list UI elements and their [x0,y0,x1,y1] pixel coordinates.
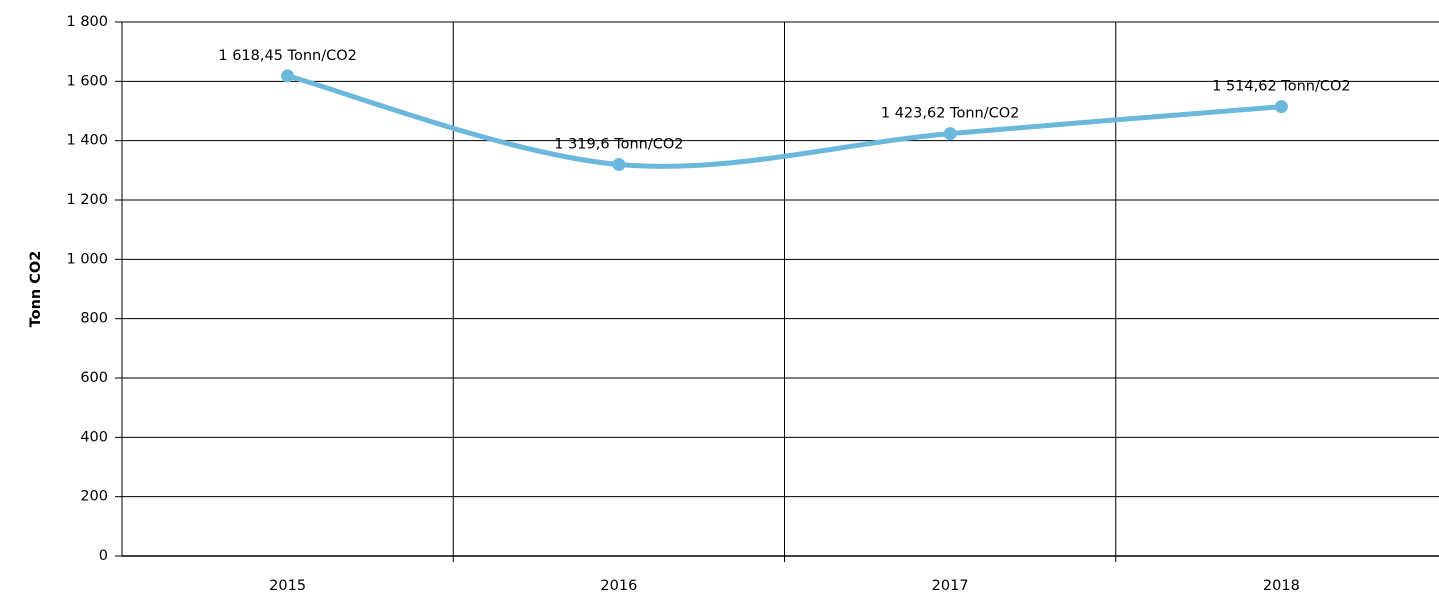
data-label: 1 319,6 Tonn/CO2 [554,137,683,153]
y-tick-label: 400 [80,429,108,445]
y-tick-label: 1 600 [66,73,108,89]
x-tick-label: 2016 [600,578,637,594]
x-tick-label: 2017 [932,578,969,594]
x-tick-label: 2018 [1263,578,1300,594]
y-tick-label: 1 800 [66,14,108,30]
data-label: 1 618,45 Tonn/CO2 [218,48,356,64]
y-axis-title: Tonn CO2 [28,251,44,328]
line [285,73,1284,169]
y-tick-label: 1 400 [66,133,108,149]
y-tick-label: 600 [80,370,108,386]
y-tick-label: 800 [80,311,108,327]
x-tick-label: 2015 [269,578,306,594]
point [612,158,626,172]
point [281,69,295,83]
y-tick-label: 1 000 [66,251,108,267]
data-label: 1 514,62 Tonn/CO2 [1212,79,1350,95]
y-tick-label: 200 [80,489,108,505]
point [943,127,957,141]
point [1274,100,1288,114]
data-label: 1 423,62 Tonn/CO2 [881,106,1019,122]
y-tick-label: 0 [99,548,108,564]
y-tick-label: 1 200 [66,192,108,208]
